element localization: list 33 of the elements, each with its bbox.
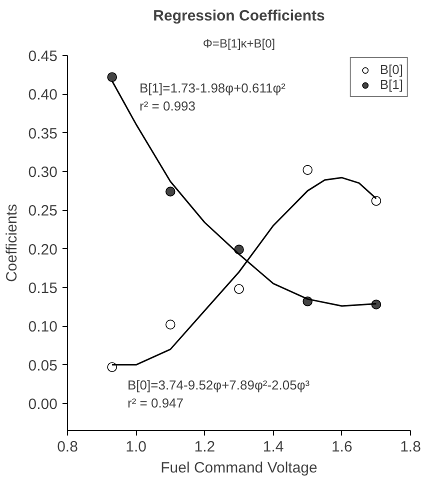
annotation: B[1]=1.73-1.98φ+0.611φ²: [140, 80, 286, 96]
y-tick-label: 0.30: [28, 164, 58, 181]
legend-label: B[1]: [380, 77, 403, 92]
chart-subtitle: Φ=B[1]κ+B[0]: [202, 36, 276, 50]
y-tick-label: 0.40: [28, 86, 58, 104]
annotation: r² = 0.993: [140, 98, 196, 114]
x-tick-label: 0.8: [57, 438, 78, 456]
annotation: r² = 0.947: [128, 396, 184, 410]
y-tick-label: 0.00: [28, 396, 58, 413]
y-tick-label: 0.35: [28, 125, 58, 142]
y-axis-title: Coefficients: [3, 204, 20, 282]
point: [107, 72, 117, 82]
chart-title: Regression Coefficients: [153, 8, 325, 24]
y-tick-label: 0.10: [28, 318, 58, 336]
y-tick-label: 0.15: [28, 280, 58, 297]
point: [166, 186, 176, 196]
x-tick-label: 1.6: [331, 438, 352, 456]
x-tick-label: 1.4: [262, 438, 284, 456]
point: [166, 320, 176, 330]
point: [107, 362, 117, 372]
x-tick-label: 1.2: [194, 438, 216, 456]
point: [371, 196, 382, 206]
x-tick-label: 1.8: [400, 438, 421, 456]
x-tick-label: 1.0: [126, 438, 147, 456]
annotation: B[0]=3.74-9.52φ+7.89φ²-2.05φ³: [128, 378, 310, 392]
y-tick-label: 0.20: [28, 241, 58, 258]
y-tick-label: 0.45: [28, 48, 58, 65]
y-tick-label: 0.05: [28, 357, 58, 374]
point: [302, 165, 312, 175]
y-tick-label: 0.25: [28, 202, 58, 220]
legend-label: B[0]: [380, 62, 403, 77]
point: [234, 284, 244, 294]
x-axis-title: Fuel Command Voltage: [160, 460, 318, 476]
